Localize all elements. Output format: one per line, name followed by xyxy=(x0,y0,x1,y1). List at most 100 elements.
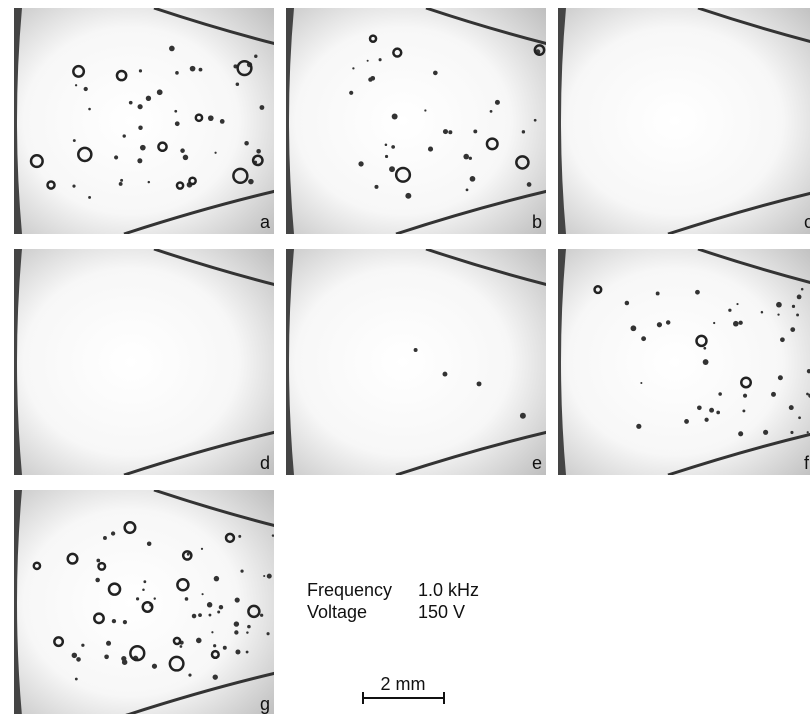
droplet xyxy=(636,424,641,429)
droplet xyxy=(246,631,248,633)
droplet xyxy=(240,570,243,573)
droplet xyxy=(470,176,476,182)
droplet xyxy=(180,148,185,153)
droplet xyxy=(190,66,196,72)
droplet xyxy=(349,91,353,95)
droplet xyxy=(137,158,142,163)
droplet xyxy=(733,321,739,327)
droplet xyxy=(247,625,251,629)
scale-bar: 2 mm xyxy=(363,674,444,704)
droplet xyxy=(235,597,240,602)
panel-label: b xyxy=(532,212,542,232)
background xyxy=(558,8,810,234)
droplet xyxy=(214,576,219,581)
image-panel: e xyxy=(286,249,548,475)
panel-image xyxy=(286,249,548,475)
droplet xyxy=(790,431,793,434)
droplet xyxy=(522,130,525,133)
droplet xyxy=(385,155,388,158)
droplet xyxy=(391,145,395,149)
droplet xyxy=(213,674,218,679)
panel-image xyxy=(558,8,810,234)
parameters: Frequency 1.0 kHz Voltage 150 V xyxy=(307,580,479,622)
droplet xyxy=(123,620,127,624)
image-panel: b xyxy=(286,8,548,234)
droplet xyxy=(207,602,212,607)
droplet xyxy=(267,574,272,579)
droplet xyxy=(234,630,238,634)
droplet xyxy=(256,149,261,154)
panel-label: d xyxy=(260,453,270,473)
droplet xyxy=(185,597,189,601)
background xyxy=(14,490,274,714)
droplet xyxy=(443,372,448,377)
droplet xyxy=(798,416,801,419)
panel-label: g xyxy=(260,694,270,714)
droplet xyxy=(263,575,265,577)
panel-image xyxy=(14,490,276,714)
droplet xyxy=(260,614,263,617)
droplet xyxy=(202,593,204,595)
droplet xyxy=(183,155,189,161)
droplet xyxy=(136,597,139,600)
droplet xyxy=(771,392,776,397)
droplet xyxy=(790,327,795,332)
droplet xyxy=(142,588,145,591)
droplet xyxy=(103,536,107,540)
droplet xyxy=(223,646,227,650)
droplet xyxy=(728,309,731,312)
droplet xyxy=(379,58,382,61)
droplet xyxy=(792,305,795,308)
droplet xyxy=(495,100,500,105)
droplet xyxy=(139,69,142,72)
droplet xyxy=(75,678,78,681)
droplet xyxy=(213,644,216,647)
droplet xyxy=(777,314,779,316)
droplet xyxy=(742,409,745,412)
image-panel: g xyxy=(14,490,276,714)
scale-label: 2 mm xyxy=(381,674,426,694)
droplet xyxy=(254,55,257,58)
panel-label: e xyxy=(532,453,542,473)
droplet xyxy=(463,154,469,160)
droplet xyxy=(797,295,802,300)
droplet xyxy=(199,68,203,72)
droplet xyxy=(367,60,369,62)
droplet xyxy=(180,645,183,648)
droplet xyxy=(789,405,794,410)
droplet xyxy=(695,290,700,295)
droplet xyxy=(534,119,537,122)
droplet xyxy=(175,71,179,75)
image-panel: d xyxy=(14,249,276,475)
droplet xyxy=(713,322,715,324)
droplet xyxy=(114,155,118,159)
droplet xyxy=(466,188,469,191)
droplet xyxy=(196,638,202,644)
droplet xyxy=(780,337,785,342)
droplet xyxy=(214,152,216,154)
droplet xyxy=(88,196,91,199)
droplet xyxy=(704,418,708,422)
droplet xyxy=(152,664,157,669)
droplet xyxy=(244,141,249,146)
droplet xyxy=(148,181,150,183)
droplet xyxy=(238,535,241,538)
panel-image xyxy=(286,8,548,234)
droplet xyxy=(73,139,76,142)
droplet xyxy=(147,541,152,546)
droplet xyxy=(736,303,738,305)
droplet xyxy=(684,419,689,424)
droplet xyxy=(76,657,81,662)
droplet xyxy=(473,129,477,133)
droplet xyxy=(120,179,123,182)
droplet xyxy=(112,619,116,623)
droplet xyxy=(527,182,532,187)
droplet xyxy=(469,157,472,160)
droplet xyxy=(807,431,809,433)
panel-image xyxy=(558,249,810,475)
droplet xyxy=(201,548,203,550)
droplet xyxy=(392,113,398,119)
droplet xyxy=(246,651,249,654)
droplet xyxy=(140,145,146,151)
droplet xyxy=(738,321,742,325)
